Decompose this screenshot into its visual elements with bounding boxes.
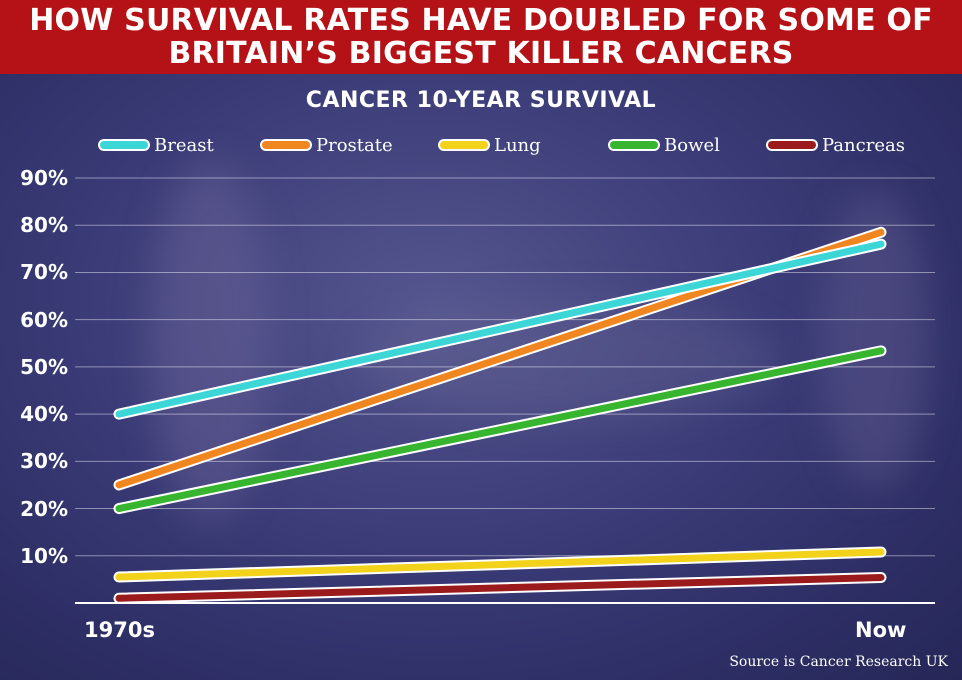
legend-swatch-pancreas bbox=[768, 141, 816, 149]
background-scanner bbox=[360, 300, 780, 420]
legend-label-lung: Lung bbox=[494, 134, 541, 156]
legend-label-bowel: Bowel bbox=[664, 134, 720, 156]
legend-swatch-breast bbox=[100, 141, 148, 149]
legend-swatch-lung bbox=[440, 141, 488, 149]
legend-item-bowel: Bowel bbox=[610, 132, 720, 158]
headline-line-2: BRITAIN’S BIGGEST KILLER CANCERS bbox=[168, 36, 794, 71]
y-tick-label-50: 50% bbox=[20, 354, 68, 379]
y-tick-label-60: 60% bbox=[20, 307, 68, 332]
series-line-pancreas bbox=[115, 574, 885, 602]
y-tick-label-30: 30% bbox=[20, 449, 68, 474]
y-tick-label-90: 90% bbox=[20, 166, 68, 190]
y-tick-label-80: 80% bbox=[20, 213, 68, 238]
headline-line-1: HOW SURVIVAL RATES HAVE DOUBLED FOR SOME… bbox=[29, 3, 933, 38]
x-tick-label-start: 1970s bbox=[84, 618, 155, 642]
y-tick-label-70: 70% bbox=[20, 260, 68, 285]
legend-item-prostate: Prostate bbox=[262, 132, 393, 158]
legend-item-pancreas: Pancreas bbox=[768, 132, 905, 158]
legend-label-prostate: Prostate bbox=[316, 134, 393, 156]
y-tick-label-40: 40% bbox=[20, 402, 68, 427]
y-tick-label-20: 20% bbox=[20, 496, 68, 521]
legend-swatch-bowel bbox=[610, 141, 658, 149]
legend-item-lung: Lung bbox=[440, 132, 541, 158]
series-line-bowel bbox=[115, 347, 885, 513]
legend-label-breast: Breast bbox=[154, 134, 214, 156]
chart-title: CANCER 10-YEAR SURVIVAL bbox=[305, 88, 657, 113]
source-credit: Source is Cancer Research UK bbox=[729, 654, 948, 670]
headline-banner: HOW SURVIVAL RATES HAVE DOUBLED FOR SOME… bbox=[0, 0, 962, 74]
x-tick-label-end: Now bbox=[855, 618, 907, 642]
legend-swatch-prostate bbox=[262, 141, 310, 149]
legend-item-breast: Breast bbox=[100, 132, 214, 158]
y-tick-label-10: 10% bbox=[20, 543, 68, 568]
legend-label-pancreas: Pancreas bbox=[822, 134, 905, 156]
series-line-lung bbox=[115, 548, 885, 581]
series-line-breast bbox=[115, 240, 885, 418]
chart-legend: Breast Prostate Lung Bowel Pancreas bbox=[0, 132, 962, 158]
